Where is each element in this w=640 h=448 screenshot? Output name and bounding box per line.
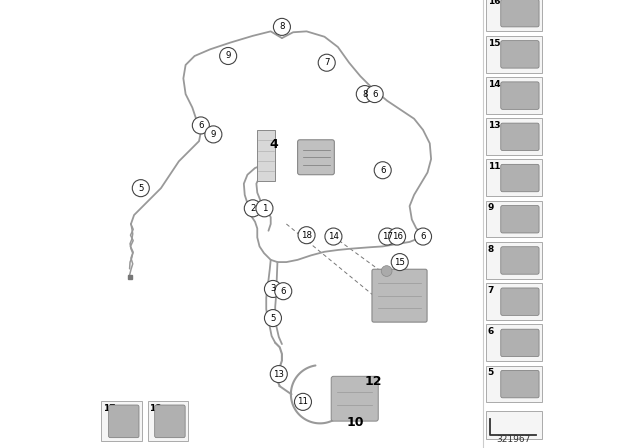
Text: 17: 17 (103, 404, 116, 413)
FancyBboxPatch shape (500, 247, 539, 274)
Text: 15: 15 (488, 39, 500, 47)
Text: 6: 6 (280, 287, 286, 296)
FancyBboxPatch shape (500, 206, 539, 233)
Circle shape (192, 117, 209, 134)
Text: 5: 5 (488, 368, 494, 377)
Text: 16: 16 (488, 0, 500, 6)
FancyBboxPatch shape (155, 405, 185, 438)
Text: 6: 6 (198, 121, 204, 130)
Text: 6: 6 (380, 166, 385, 175)
Circle shape (356, 86, 373, 103)
Circle shape (275, 283, 292, 300)
Text: 18: 18 (301, 231, 312, 240)
Bar (486, 0, 541, 31)
Text: 9: 9 (225, 52, 231, 60)
Circle shape (379, 228, 396, 245)
Circle shape (415, 228, 431, 245)
FancyBboxPatch shape (372, 269, 427, 322)
Bar (101, 401, 141, 441)
FancyBboxPatch shape (298, 140, 334, 175)
Text: 13: 13 (273, 370, 284, 379)
Circle shape (325, 228, 342, 245)
Circle shape (244, 200, 261, 217)
Text: 15: 15 (394, 258, 405, 267)
Circle shape (256, 200, 273, 217)
Circle shape (270, 366, 287, 383)
Text: 14: 14 (488, 80, 500, 89)
Bar (486, 366, 541, 402)
Bar (486, 118, 541, 155)
FancyBboxPatch shape (500, 123, 539, 151)
Text: 12: 12 (364, 375, 381, 388)
Text: 7: 7 (324, 58, 330, 67)
Circle shape (391, 254, 408, 271)
Circle shape (381, 266, 392, 276)
Circle shape (318, 54, 335, 71)
Circle shape (205, 126, 222, 143)
Text: 11: 11 (298, 397, 308, 406)
Text: 8: 8 (279, 22, 285, 31)
Bar (486, 242, 541, 279)
Text: 321967: 321967 (497, 435, 531, 444)
Text: 6: 6 (372, 90, 378, 99)
Text: 18: 18 (149, 404, 162, 413)
FancyBboxPatch shape (332, 376, 378, 421)
FancyBboxPatch shape (500, 41, 539, 68)
Bar (486, 77, 541, 114)
Circle shape (264, 280, 282, 297)
Circle shape (298, 227, 315, 244)
Text: 16: 16 (392, 232, 403, 241)
Text: 6: 6 (488, 327, 494, 336)
Text: 14: 14 (328, 232, 339, 241)
Text: 8: 8 (362, 90, 367, 99)
Circle shape (220, 47, 237, 65)
Text: 10: 10 (346, 415, 364, 429)
Circle shape (264, 310, 282, 327)
Circle shape (273, 18, 291, 35)
Bar (486, 36, 541, 73)
Bar (486, 324, 541, 361)
Text: 8: 8 (488, 245, 494, 254)
FancyBboxPatch shape (500, 329, 539, 357)
FancyBboxPatch shape (500, 82, 539, 109)
Bar (486, 411, 541, 439)
Bar (147, 401, 188, 441)
Circle shape (388, 228, 406, 245)
Text: 17: 17 (381, 232, 393, 241)
Bar (486, 283, 541, 320)
Circle shape (374, 162, 391, 179)
Circle shape (366, 86, 383, 103)
Text: 9: 9 (211, 130, 216, 139)
Bar (486, 159, 541, 196)
FancyBboxPatch shape (500, 288, 539, 315)
Bar (257, 130, 275, 181)
Text: 3: 3 (270, 284, 276, 293)
Text: 5: 5 (270, 314, 276, 323)
Text: 2: 2 (250, 204, 255, 213)
Circle shape (294, 393, 312, 410)
Text: 9: 9 (488, 203, 494, 212)
FancyBboxPatch shape (500, 0, 539, 27)
Bar (486, 201, 541, 237)
Text: 6: 6 (420, 232, 426, 241)
Text: 11: 11 (488, 162, 500, 171)
Text: 1: 1 (262, 204, 267, 213)
Text: 13: 13 (488, 121, 500, 130)
FancyBboxPatch shape (500, 164, 539, 192)
Text: 4: 4 (270, 138, 278, 151)
FancyBboxPatch shape (109, 405, 139, 438)
FancyBboxPatch shape (500, 370, 539, 398)
Text: 7: 7 (488, 286, 494, 295)
Text: 5: 5 (138, 184, 143, 193)
Circle shape (132, 180, 149, 197)
